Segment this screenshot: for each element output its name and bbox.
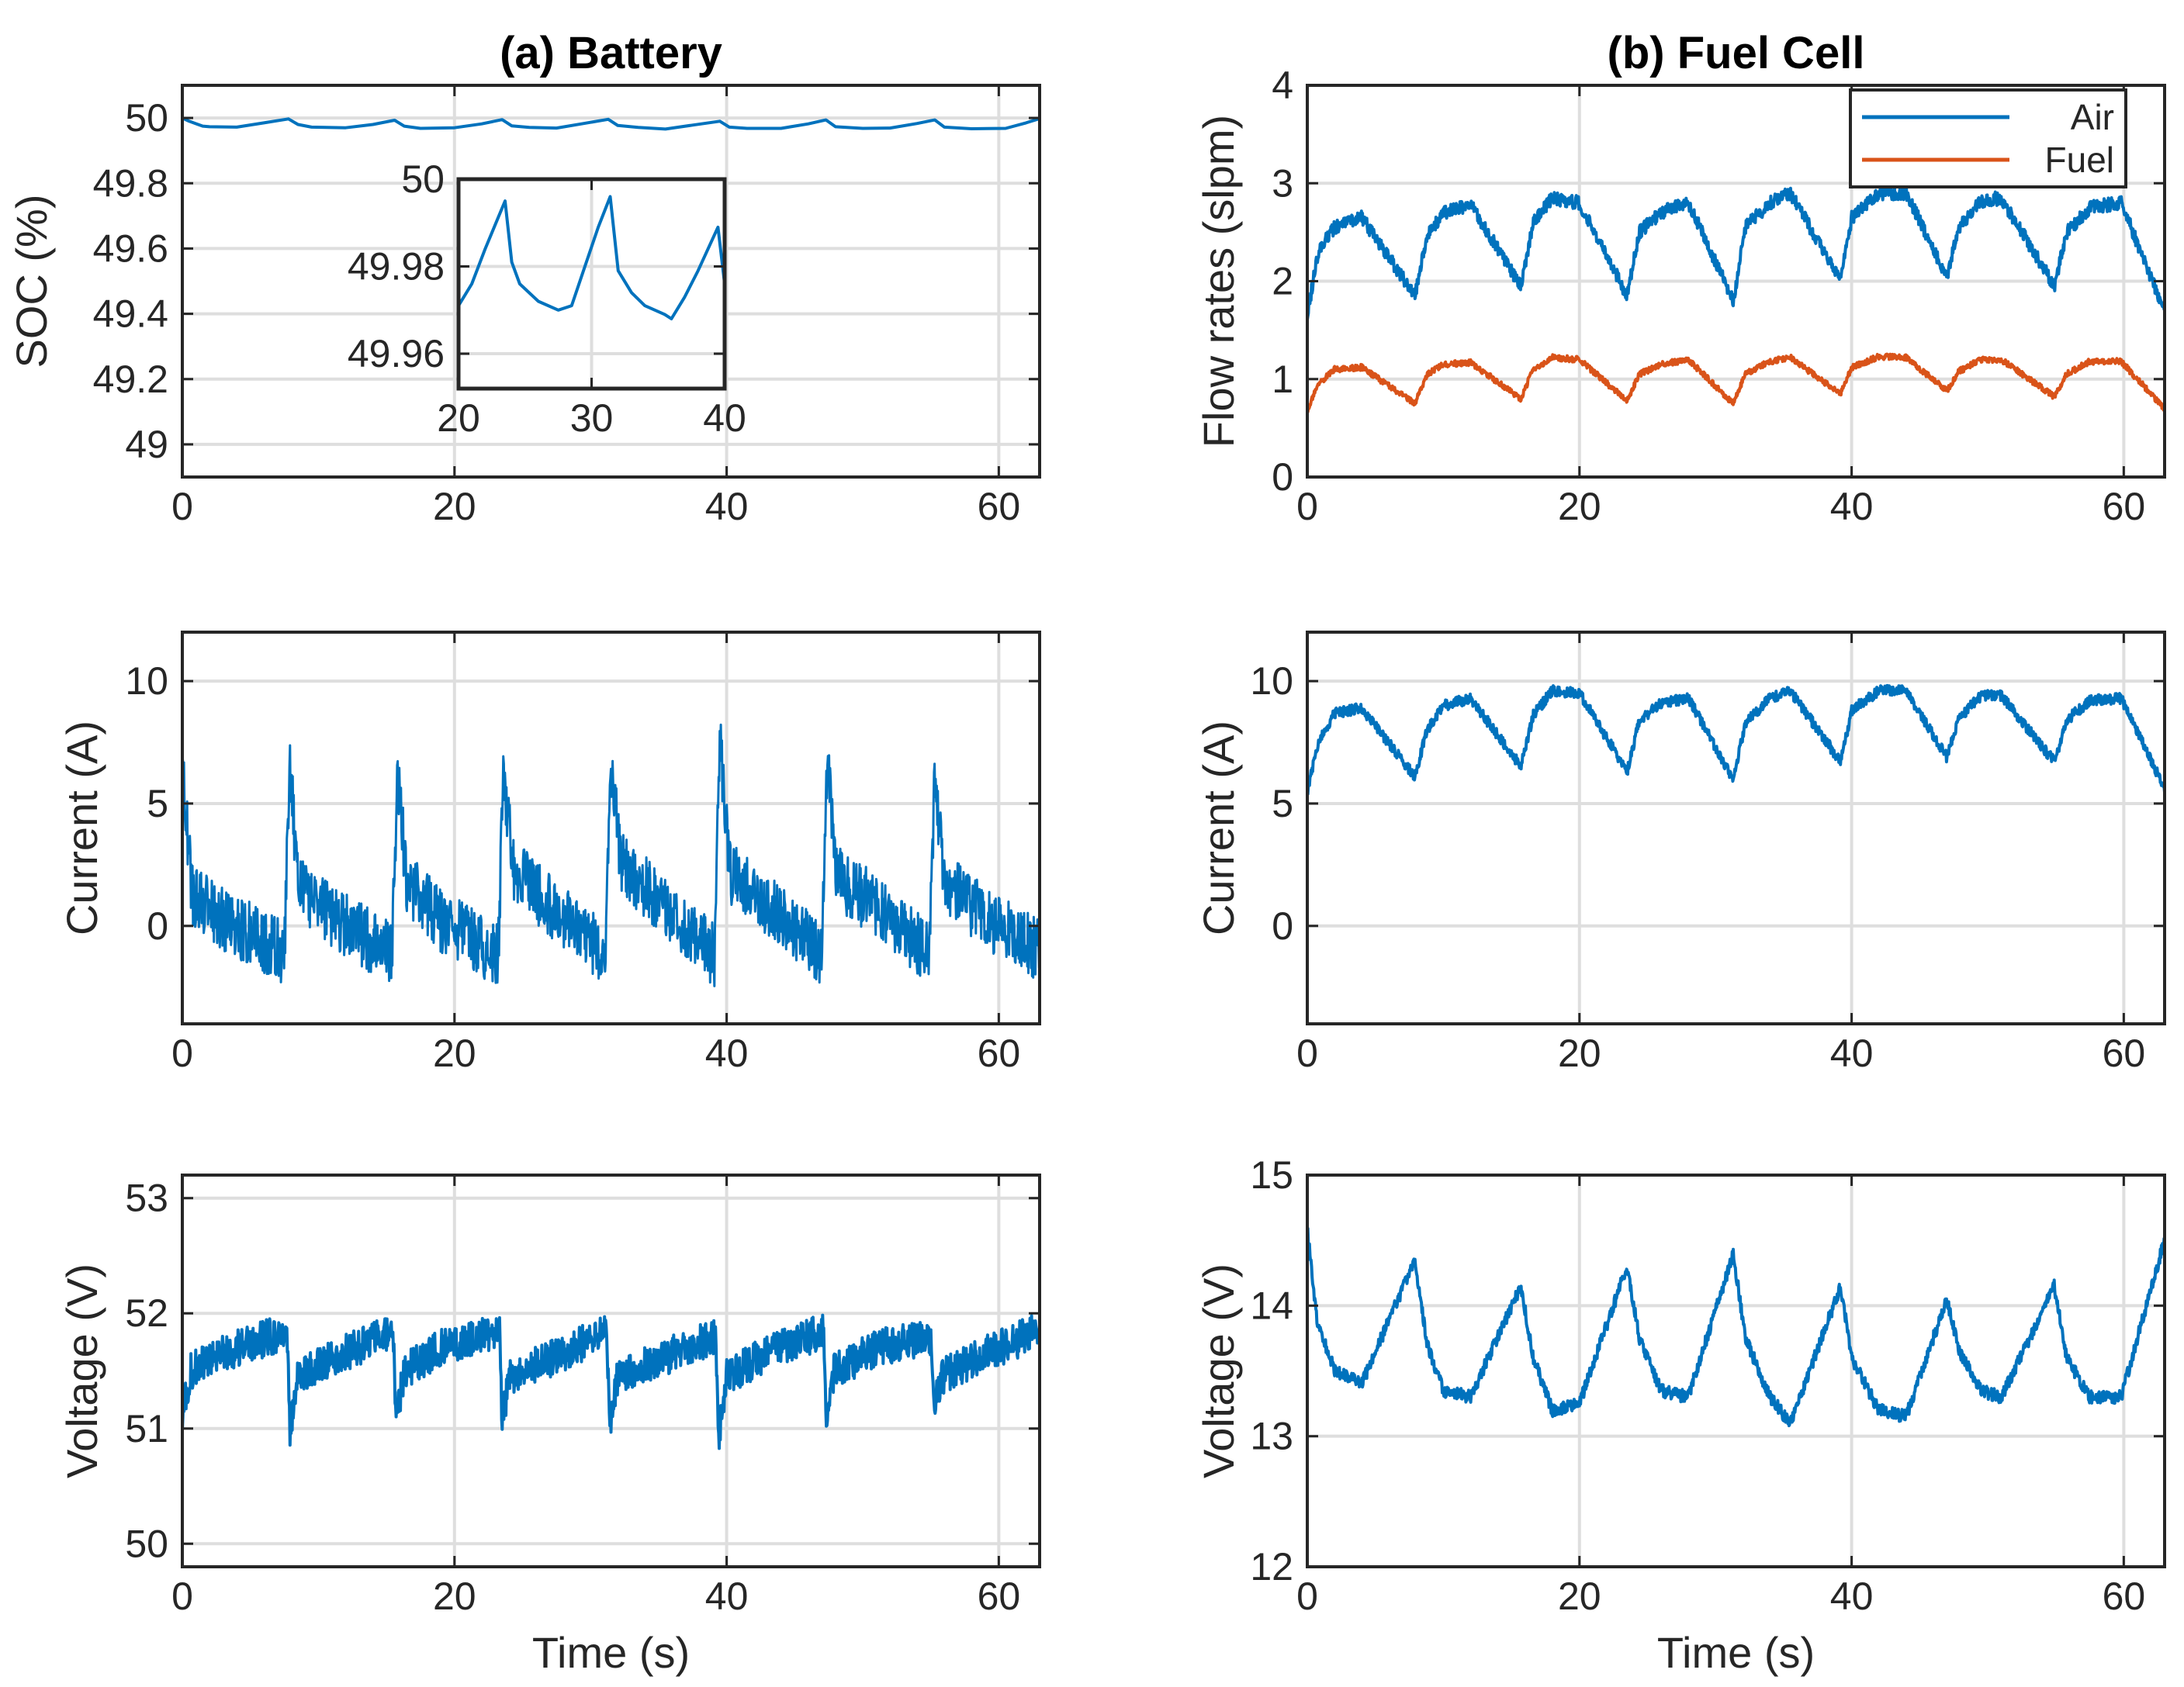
- plot-area: [182, 632, 1040, 1024]
- chart-a-soc-inset: 20 30 40 49.96 49.98 50: [348, 157, 746, 440]
- x-tick-label: 0: [171, 1575, 193, 1618]
- y-tick-label: 50: [401, 157, 445, 201]
- y-tick-label: 5: [1272, 782, 1293, 825]
- y-axis-label: Current (A): [57, 721, 106, 935]
- legend-label-air: Air: [2071, 97, 2114, 137]
- y-tick-label: 0: [147, 904, 168, 948]
- y-axis-label: SOC (%): [7, 195, 56, 368]
- x-tick-label: 20: [1558, 1032, 1601, 1075]
- y-tick-label: 1: [1272, 358, 1293, 401]
- y-tick-label: 3: [1272, 161, 1293, 205]
- y-tick-label: 49.8: [93, 161, 168, 205]
- y-tick-label: 52: [125, 1291, 168, 1335]
- series-line-soc: [182, 116, 1040, 131]
- x-tick-label: 40: [705, 485, 749, 528]
- x-tick-label: 30: [570, 396, 614, 440]
- x-tick-label: 40: [1830, 1575, 1874, 1618]
- x-tick-label: 60: [2103, 1032, 2146, 1075]
- y-tick-label: 14: [1250, 1284, 1293, 1327]
- x-tick-label: 20: [437, 396, 480, 440]
- y-tick-label: 49.98: [348, 245, 445, 289]
- y-tick-label: 49.6: [93, 226, 168, 270]
- y-axis-label: Voltage (V): [57, 1264, 106, 1478]
- y-tick-label: 49.4: [93, 292, 168, 336]
- x-tick-label: 20: [1558, 1575, 1601, 1618]
- chart-a-current: 0 20 40 60 0 5 10 Current (A): [57, 631, 1041, 1075]
- y-tick-label: 49.2: [93, 358, 168, 401]
- y-axis-label: Current (A): [1194, 721, 1243, 935]
- legend-label-fuel: Fuel: [2045, 140, 2114, 180]
- series-line-fuel: [1307, 352, 2165, 414]
- y-tick-label: 49.96: [348, 332, 445, 375]
- x-tick-label: 0: [1296, 1575, 1318, 1618]
- axes-frame: [181, 1174, 1041, 1568]
- plot-area: [1307, 1175, 2165, 1567]
- y-axis-label: Flow rates (slpm): [1194, 115, 1243, 448]
- x-tick-label: 20: [1558, 485, 1601, 528]
- y-tick-label: 53: [125, 1177, 168, 1220]
- x-tick-label: 20: [433, 1575, 476, 1618]
- x-axis-label: Time (s): [1657, 1628, 1815, 1677]
- x-tick-label: 40: [703, 396, 746, 440]
- x-tick-label: 20: [433, 485, 476, 528]
- axes-frame: [181, 631, 1041, 1025]
- chart-b-flow: 0 20 40 60 0 1 2 3 4 (b) Fuel Cell Flow rates (slp…: [1194, 28, 2166, 528]
- y-tick-label: 50: [125, 96, 168, 140]
- series-line-fuel-cell-current: [1307, 683, 2165, 797]
- chart-a-voltage: 0 20 40 60 50 51 52 53 Time (s) Voltage (V): [57, 1174, 1041, 1677]
- x-axis-label: Time (s): [532, 1628, 690, 1677]
- axes-frame: [1306, 1174, 2166, 1568]
- x-tick-label: 60: [2103, 1575, 2146, 1618]
- chart-title: (b) Fuel Cell: [1608, 28, 1865, 78]
- series-line-fuel-cell-voltage: [1307, 1226, 2165, 1428]
- axes-frame: [1306, 631, 2166, 1025]
- y-tick-label: 2: [1272, 260, 1293, 303]
- y-tick-label: 0: [1272, 904, 1293, 948]
- x-tick-label: 0: [1296, 1032, 1318, 1075]
- x-tick-label: 20: [433, 1032, 476, 1075]
- x-tick-label: 60: [978, 1575, 1021, 1618]
- axes-frame: [181, 84, 1041, 479]
- chart-title: (a) Battery: [500, 28, 722, 78]
- y-tick-label: 51: [125, 1407, 168, 1450]
- y-tick-label: 12: [1250, 1545, 1293, 1588]
- x-tick-label: 60: [2103, 485, 2146, 528]
- y-tick-label: 50: [125, 1522, 168, 1565]
- y-tick-label: 4: [1272, 64, 1293, 107]
- series-line-battery-voltage: [182, 1313, 1040, 1450]
- series-line-soc-zoom-: [459, 195, 725, 320]
- y-tick-label: 15: [1250, 1153, 1293, 1197]
- x-tick-label: 0: [171, 1032, 193, 1075]
- y-tick-label: 49: [125, 423, 168, 466]
- y-tick-label: 10: [125, 659, 168, 703]
- chart-b-voltage: 0 20 40 60 12 13 14 15 Time (s) Voltage (V): [1194, 1153, 2166, 1677]
- legend-box: [1849, 88, 2127, 188]
- x-tick-label: 40: [705, 1575, 749, 1618]
- x-tick-label: 40: [1830, 485, 1874, 528]
- x-tick-label: 0: [171, 485, 193, 528]
- x-tick-label: 0: [1296, 485, 1318, 528]
- x-tick-label: 60: [978, 1032, 1021, 1075]
- series-line-battery-current: [182, 723, 1040, 987]
- plot-area: [1307, 632, 2165, 1024]
- y-tick-label: 5: [147, 782, 168, 825]
- y-tick-label: 13: [1250, 1415, 1293, 1458]
- x-tick-label: 40: [705, 1032, 749, 1075]
- x-tick-label: 60: [978, 485, 1021, 528]
- series-line-air: [1307, 185, 2165, 320]
- y-tick-label: 10: [1250, 659, 1293, 703]
- y-tick-label: 0: [1272, 455, 1293, 499]
- chart-a-soc: 0 20 40 60 49 49.2 49.4 49.6 49.8 50 (a) Battery SO…: [7, 28, 1041, 528]
- x-tick-label: 40: [1830, 1032, 1874, 1075]
- y-axis-label: Voltage (V): [1194, 1264, 1243, 1478]
